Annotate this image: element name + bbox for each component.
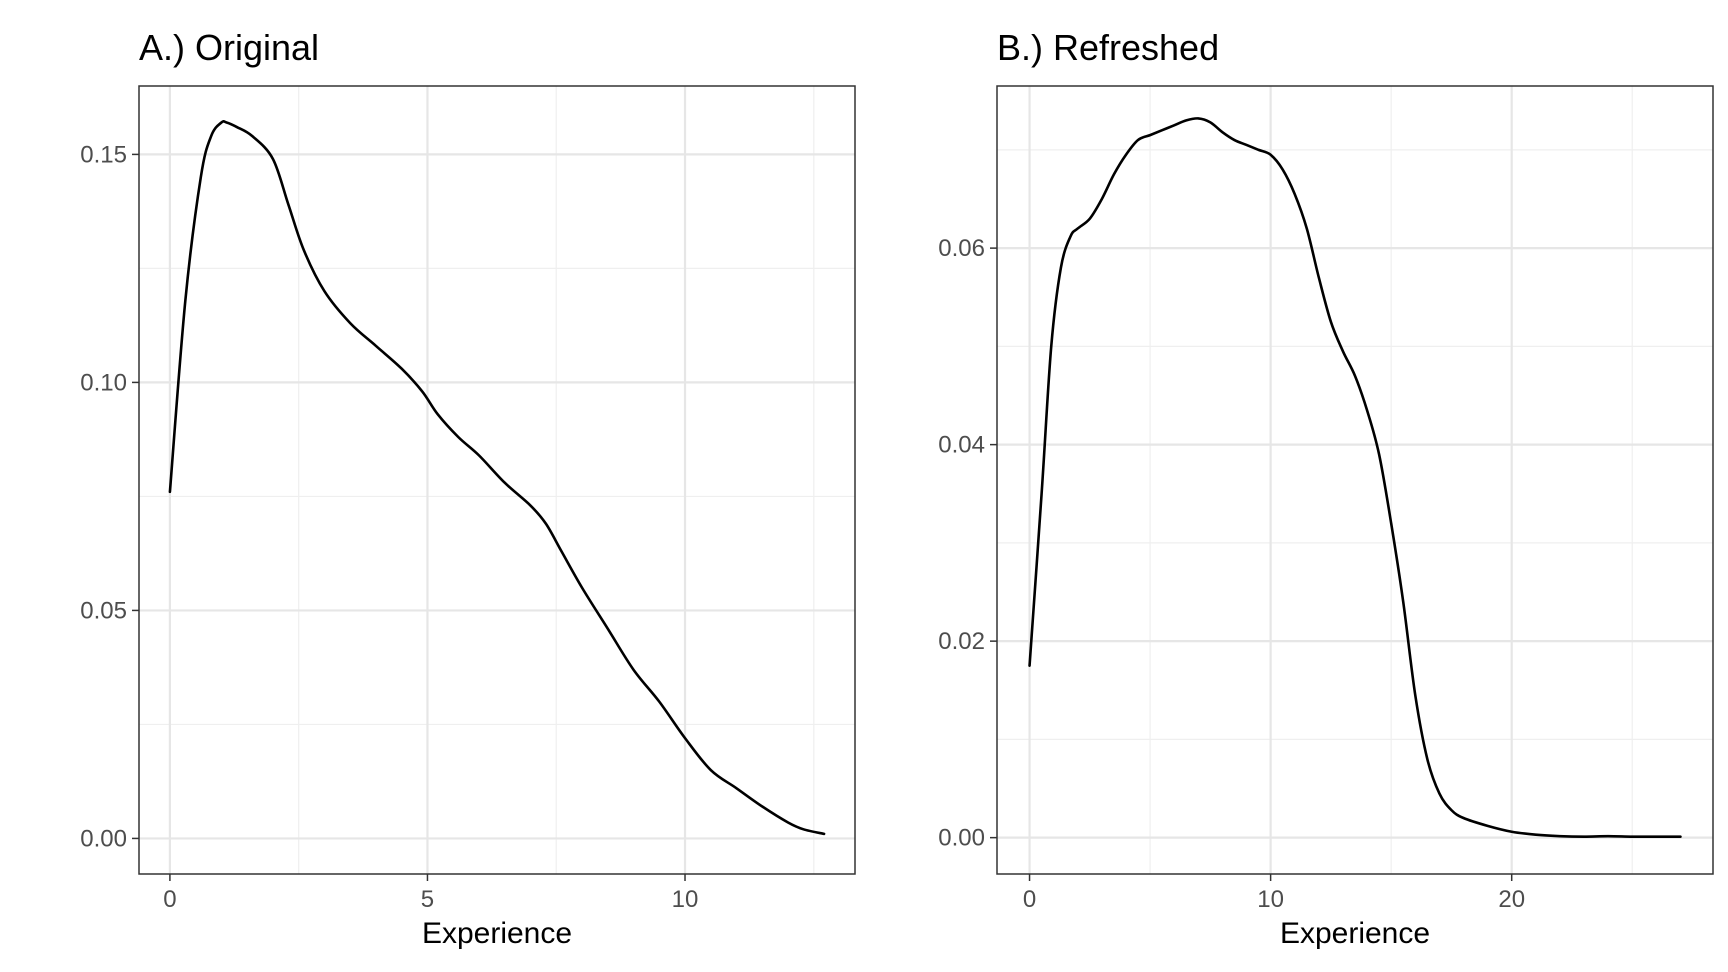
panel-a-y-tick-label-1: 0.05 [80,597,127,624]
panel-b-x-axis-title: Experience [1280,917,1430,950]
panel-a-y-tick-label-3: 0.15 [80,141,127,168]
panel-b-ticks: 0 10 20 0.00 0.02 0.04 0.06 [938,235,1525,913]
panel-a-y-tick-label-0: 0.00 [80,825,127,852]
panel-a-x-tick-label-0: 0 [163,886,176,913]
panel-b-title: B.) Refreshed [997,27,1219,68]
panel-b-x-tick-label-2: 20 [1498,886,1525,913]
panel-a-border [138,85,856,875]
panel-a-grid [139,86,855,874]
panel-b-y-tick-label-3: 0.06 [938,235,985,262]
panel-b-density-line [1028,117,1682,838]
panel-b-y-tick-label-1: 0.02 [938,628,985,655]
panel-b-x-tick-label-1: 10 [1257,886,1284,913]
panel-b-border [996,85,1714,875]
panel-a-y-tick-label-2: 0.10 [80,369,127,396]
panel-a-x-tick-label-1: 5 [421,886,434,913]
panel-a-density-line [168,119,826,836]
panel-b-x-tick-label-0: 0 [1023,886,1036,913]
panel-b-y-tick-label-2: 0.04 [938,432,985,459]
panel-b-y-tick-label-0: 0.00 [938,825,985,852]
panel-b: B.) Refreshed 0 10 20 0.00 0.02 0.04 0.06 Expe… [938,27,1714,950]
panel-a: A.) Original 0 5 10 0.00 0.05 0.10 0.15 Experi… [80,27,856,950]
panel-a-ticks: 0 5 10 0.00 0.05 0.10 0.15 [80,141,698,913]
panel-a-title: A.) Original [139,27,319,68]
panel-a-x-axis-title: Experience [422,917,572,950]
panel-a-x-tick-label-2: 10 [672,886,699,913]
